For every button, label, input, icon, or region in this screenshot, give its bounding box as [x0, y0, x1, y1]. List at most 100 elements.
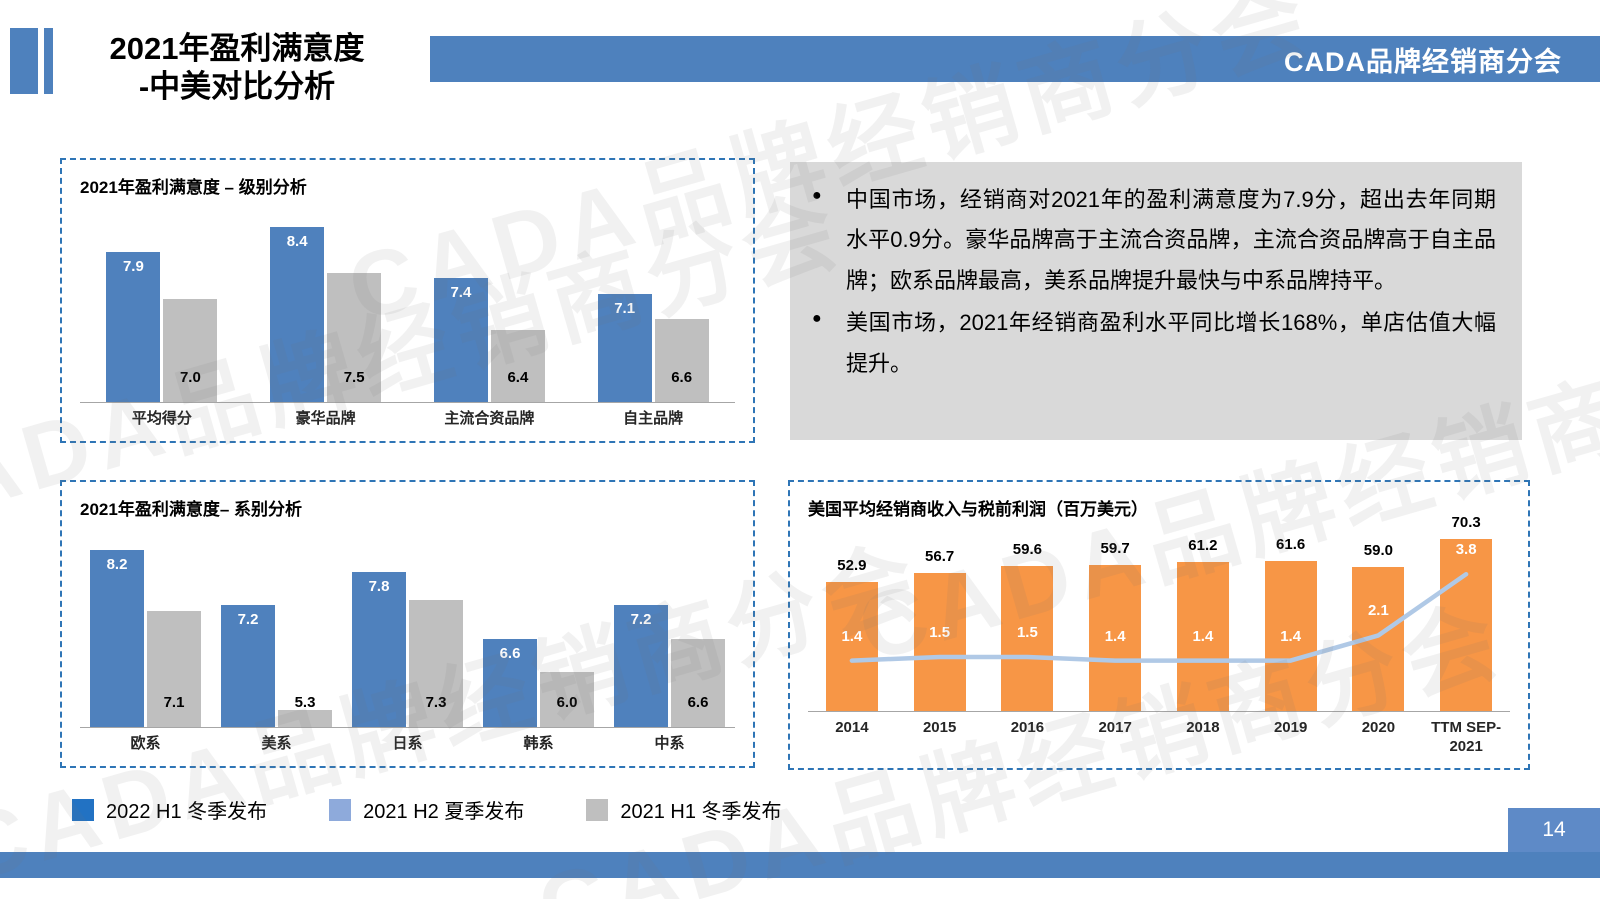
us-chart-title: 美国平均经销商收入与税前利润（百万美元）	[808, 500, 1148, 519]
page-title-line2: -中美对比分析	[138, 68, 336, 104]
bar-value-label: 6.0	[556, 694, 578, 711]
bar-value-label: 8.2	[106, 556, 128, 574]
plot-area: 7.9 7.0 8.4 7.5 7.4 6.4 7.1 6.6	[80, 206, 735, 403]
insight-bullet-us: 美国市场，2021年经销商盈利水平同比增长168%，单店估值大幅提升。	[812, 303, 1496, 384]
bar-value-label: 6.4	[507, 369, 529, 386]
bar-group: 6.6 6.0	[483, 528, 594, 727]
revenue-value-label: 56.7	[925, 547, 955, 565]
revenue-value-label: 70.3	[1451, 514, 1481, 532]
profit-value-label: 2.1	[1367, 602, 1389, 620]
bar-group: 7.9 7.0	[106, 206, 218, 402]
page-title: 2021年盈利满意度 -中美对比分析	[62, 30, 412, 106]
year-label: 2015	[922, 719, 957, 736]
revenue-bar: 56.7	[913, 548, 966, 711]
title-accent-bar-wide	[10, 28, 38, 94]
bar-value-label: 7.0	[179, 369, 201, 386]
year-axis: 2014 2015 2016 2017 2018 2019 2020 TTM SEP-2021	[808, 712, 1510, 760]
bar-group: 7.2 5.3	[221, 528, 332, 727]
category-label: 平均得分	[131, 410, 192, 427]
profit-value-label: 1.4	[1280, 627, 1302, 645]
bar: 7.0	[163, 298, 218, 402]
year-label: 2020	[1361, 719, 1396, 736]
bar: 8.2	[90, 550, 144, 727]
category-label: 美系	[261, 735, 292, 752]
revenue-value-label: 59.0	[1363, 542, 1393, 560]
bar: 7.4	[433, 278, 488, 402]
bar-value-label: 6.6	[671, 369, 693, 386]
page-title-line1: 2021年盈利满意度	[109, 31, 365, 66]
bar-value-label: 7.8	[368, 578, 390, 596]
legend-item-2022h1: 2022 H1 冬季发布	[72, 795, 267, 824]
series-chart: 8.2 7.1 7.2 5.3 7.8 7.3 6.6 6.0 7.2 6.6 欧系 美系 日系 韩系 中系	[80, 528, 735, 758]
category-label: 主流合资品牌	[444, 410, 535, 427]
bar-group: 7.2 6.6	[614, 528, 725, 727]
bar-group: 59.0	[1335, 528, 1423, 711]
footer-bar	[0, 852, 1600, 878]
year-label: 2018	[1186, 719, 1220, 736]
legend-label-2021h2: 2021 H2 夏季发布	[363, 801, 525, 823]
bar-value-label: 7.4	[450, 284, 472, 302]
bar-value-label: 7.9	[122, 258, 144, 276]
year-label: 2019	[1273, 719, 1308, 736]
bar-group: 8.4 7.5	[270, 206, 382, 402]
legend-label-2022h1: 2022 H1 冬季发布	[106, 801, 268, 823]
bar: 7.1	[147, 610, 201, 727]
revenue-value-label: 61.2	[1188, 536, 1218, 554]
revenue-value-label: 59.7	[1100, 540, 1130, 558]
bar-value-label: 7.1	[163, 694, 185, 711]
bar: 6.0	[540, 671, 594, 727]
legend-swatch-2021h1	[586, 798, 609, 821]
bar-group: 8.2 7.1	[90, 528, 201, 727]
revenue-bar: 52.9	[825, 557, 878, 711]
bar-value-label: 5.3	[294, 694, 316, 711]
header-banner: CADA品牌经销商分会	[430, 36, 1600, 82]
bar-value-label: 6.6	[499, 644, 521, 662]
insight-bullet-china: 中国市场，经销商对2021年的盈利满意度为7.9分，超出去年同期水平0.9分。豪…	[812, 180, 1496, 301]
profit-value-label: 3.8	[1455, 541, 1477, 559]
bar-value-label: 7.5	[343, 369, 365, 386]
bar: 6.6	[654, 319, 709, 402]
series-chart-title: 2021年盈利满意度– 系别分析	[80, 500, 302, 519]
bar-value-label: 7.2	[237, 611, 259, 629]
level-analysis-panel: 2021年盈利满意度 – 级别分析 7.9 7.0 8.4 7.5 7.4 6.4 7.1 6…	[60, 158, 755, 443]
bar-group: 56.7	[896, 528, 984, 711]
year-label: TTM SEP-2021	[1431, 719, 1502, 755]
category-label: 中系	[654, 735, 685, 752]
bar-group: 7.4 6.4	[433, 206, 545, 402]
bar: 7.1	[597, 293, 652, 402]
bar: 6.6	[483, 638, 537, 727]
legend-item-2021h2: 2021 H2 夏季发布	[329, 795, 524, 824]
year-label: 2014	[835, 719, 869, 736]
category-label: 日系	[392, 735, 423, 752]
level-chart-title: 2021年盈利满意度 – 级别分析	[80, 178, 307, 197]
legend-label-2021h1: 2021 H1 冬季发布	[620, 801, 782, 823]
bar-group: 52.9	[808, 528, 896, 711]
category-label: 自主品牌	[623, 410, 684, 427]
legend: 2022 H1 冬季发布 2021 H2 夏季发布 2021 H1 冬季发布	[72, 795, 782, 824]
series-analysis-panel: 2021年盈利满意度– 系别分析 8.2 7.1 7.2 5.3 7.8 7.3 6.6 6.…	[60, 480, 755, 768]
bar: 5.3	[278, 694, 332, 727]
bar: 7.8	[352, 572, 406, 727]
legend-swatch-2021h2	[329, 798, 352, 821]
profit-value-label: 1.4	[1192, 627, 1214, 645]
bullet-icon	[812, 180, 846, 301]
us-chart: 52.9 56.7 59.6 59.7 61.2 61.6 59.0 70.3 1.4 1.5 1.…	[808, 514, 1510, 760]
bar: 7.9	[106, 252, 161, 402]
bar: 7.5	[327, 273, 382, 402]
profit-value-label: 1.4	[1104, 627, 1126, 645]
us-dealer-chart-panel: 美国平均经销商收入与税前利润（百万美元） 52.9 56.7 59.6 59.7 61.…	[788, 480, 1530, 770]
revenue-bar: 70.3	[1440, 514, 1493, 711]
bar-value-label: 6.6	[687, 694, 709, 711]
category-label: 欧系	[130, 735, 161, 752]
title-accent-bar-thin	[44, 28, 53, 94]
year-label: 2016	[1010, 719, 1045, 736]
bar-group: 61.6	[1247, 528, 1335, 711]
legend-item-2021h1: 2021 H1 冬季发布	[586, 795, 782, 824]
profit-value-label: 1.5	[929, 624, 951, 641]
legend-swatch-2022h1	[72, 798, 94, 821]
bar-value-label: 7.3	[425, 694, 447, 711]
bar-group: 59.6	[984, 528, 1072, 711]
page-number-box: 14	[1508, 808, 1600, 852]
profit-value-label: 1.5	[1016, 624, 1038, 641]
